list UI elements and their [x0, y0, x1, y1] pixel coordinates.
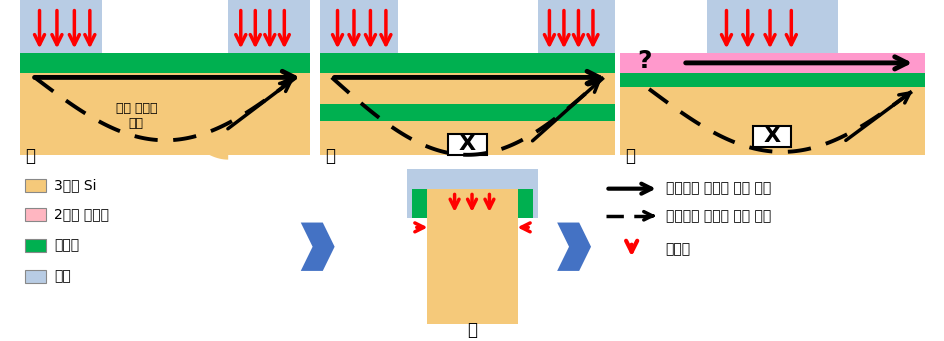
- Text: 다: 다: [466, 321, 477, 339]
- FancyBboxPatch shape: [25, 270, 46, 283]
- Text: 3차원 Si: 3차원 Si: [54, 178, 96, 192]
- FancyBboxPatch shape: [25, 179, 46, 192]
- FancyBboxPatch shape: [706, 0, 837, 53]
- FancyBboxPatch shape: [619, 73, 924, 87]
- FancyBboxPatch shape: [412, 189, 532, 218]
- FancyBboxPatch shape: [537, 0, 615, 53]
- Text: X: X: [763, 127, 780, 146]
- Text: 바람직한 전하의 이동 경로: 바람직한 전하의 이동 경로: [665, 182, 770, 196]
- FancyBboxPatch shape: [397, 0, 537, 53]
- FancyBboxPatch shape: [20, 0, 311, 155]
- FancyBboxPatch shape: [706, 0, 837, 53]
- FancyBboxPatch shape: [20, 53, 311, 73]
- FancyBboxPatch shape: [619, 53, 924, 73]
- FancyBboxPatch shape: [320, 53, 615, 73]
- FancyBboxPatch shape: [619, 0, 924, 155]
- FancyBboxPatch shape: [20, 53, 311, 73]
- FancyBboxPatch shape: [619, 0, 706, 53]
- Text: 불필요한 전하의 이동 경로: 불필요한 전하의 이동 경로: [665, 209, 770, 223]
- FancyBboxPatch shape: [837, 0, 924, 53]
- FancyBboxPatch shape: [320, 0, 615, 155]
- FancyBboxPatch shape: [407, 169, 537, 218]
- Text: 기생 전하의
흐름: 기생 전하의 흐름: [115, 102, 157, 130]
- Polygon shape: [397, 73, 537, 140]
- FancyBboxPatch shape: [320, 0, 397, 53]
- FancyBboxPatch shape: [228, 0, 311, 53]
- Polygon shape: [300, 223, 334, 271]
- FancyBboxPatch shape: [25, 208, 46, 221]
- FancyBboxPatch shape: [426, 189, 518, 218]
- FancyBboxPatch shape: [20, 0, 102, 53]
- FancyBboxPatch shape: [751, 126, 790, 147]
- Text: 가: 가: [25, 147, 35, 165]
- FancyBboxPatch shape: [537, 0, 615, 53]
- FancyBboxPatch shape: [228, 0, 311, 53]
- FancyBboxPatch shape: [25, 239, 46, 252]
- FancyBboxPatch shape: [320, 0, 397, 53]
- Polygon shape: [102, 73, 228, 160]
- FancyBboxPatch shape: [619, 53, 924, 73]
- FancyBboxPatch shape: [447, 134, 486, 155]
- FancyBboxPatch shape: [20, 53, 311, 73]
- Text: 나: 나: [325, 147, 334, 165]
- FancyBboxPatch shape: [102, 0, 228, 53]
- Text: ?: ?: [637, 49, 651, 73]
- Text: 전기장: 전기장: [665, 243, 690, 257]
- FancyBboxPatch shape: [412, 189, 532, 218]
- Text: 라: 라: [624, 147, 634, 165]
- FancyBboxPatch shape: [320, 53, 615, 73]
- Text: 절연체: 절연체: [54, 238, 79, 252]
- Polygon shape: [557, 223, 590, 271]
- Text: 전극: 전극: [54, 269, 71, 283]
- FancyBboxPatch shape: [320, 104, 615, 121]
- Text: 2차원 결정질: 2차원 결정질: [54, 207, 109, 221]
- Text: X: X: [458, 134, 475, 154]
- FancyBboxPatch shape: [20, 0, 102, 53]
- FancyBboxPatch shape: [426, 169, 518, 324]
- FancyBboxPatch shape: [619, 73, 924, 87]
